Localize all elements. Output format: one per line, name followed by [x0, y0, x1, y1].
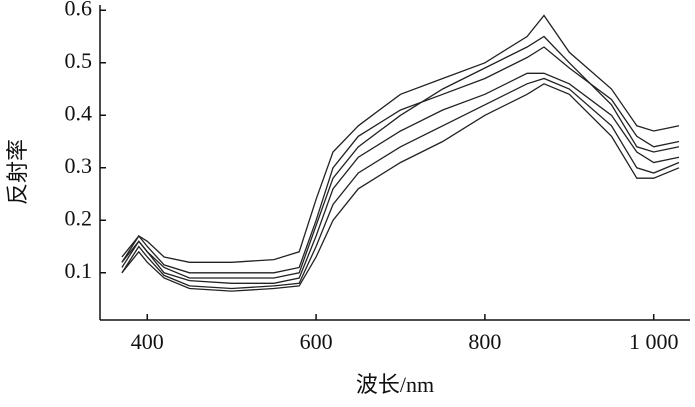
y-tick-label: 0.5	[65, 48, 93, 73]
spectrum-line	[121, 14, 680, 263]
spectrum-line	[121, 72, 680, 284]
x-tick-label: 800	[468, 329, 501, 354]
x-axis-label: 波长/nm	[356, 372, 434, 397]
y-tick-label: 0.6	[65, 0, 93, 20]
y-tick-label: 0.3	[65, 153, 93, 178]
spectrum-line	[121, 83, 680, 292]
y-axis-label: 反射率	[5, 139, 30, 205]
spectrum-line	[121, 77, 680, 290]
y-tick-label: 0.2	[65, 205, 93, 230]
x-tick-label: 600	[300, 329, 333, 354]
x-tick-label: 400	[131, 329, 164, 354]
spectrum-line	[121, 46, 680, 274]
spectrum-line	[121, 35, 680, 279]
y-tick-label: 0.4	[65, 100, 93, 125]
x-tick-label: 1 000	[629, 329, 679, 354]
y-tick-label: 0.1	[65, 258, 93, 283]
